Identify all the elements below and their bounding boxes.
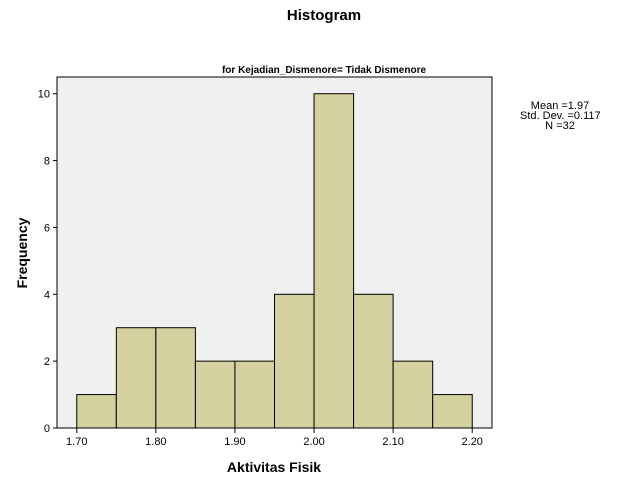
y-tick-label: 4 [44, 289, 50, 301]
histogram-bar-3 [155, 327, 196, 429]
histogram-bar-1 [76, 394, 117, 429]
x-tick-label: 2.00 [303, 436, 324, 448]
x-tick-label: 1.70 [66, 436, 87, 448]
stat-std-dev: Std. Dev. =0.117 [520, 110, 601, 122]
x-tick-label: 2.20 [462, 436, 483, 448]
histogram-bar-5 [234, 360, 275, 429]
y-tick-label: 10 [38, 89, 50, 101]
x-tick-label: 2.10 [382, 436, 403, 448]
x-tick-label: 1.90 [224, 436, 245, 448]
chart-subtitle: for Kejadian_Dismenore= Tidak Dismenore [222, 65, 426, 76]
y-axis: 0 2 4 6 8 10 [38, 77, 58, 435]
y-tick-label: 0 [44, 423, 50, 435]
y-tick-label: 6 [44, 222, 50, 234]
x-axis-label: Aktivitas Fisik [227, 459, 321, 475]
histogram-bar-10 [432, 394, 473, 429]
histogram-bar-6 [274, 293, 315, 429]
bars-layer [76, 93, 473, 429]
histogram-bar-8 [353, 293, 394, 429]
histogram-bar-4 [194, 360, 236, 429]
stat-mean: Mean =1.97 [530, 100, 590, 112]
y-axis-label: Frequency [14, 217, 30, 288]
statistics-box: Mean =1.97 Std. Dev. =0.117 N =32 [520, 100, 601, 132]
x-axis: 1.70 1.80 1.90 2.00 2.10 2.20 [66, 428, 483, 448]
histogram-bar-2 [115, 327, 157, 429]
y-tick-label: 2 [44, 356, 50, 368]
histogram-bar-7 [313, 93, 355, 429]
y-tick-label: 8 [44, 156, 50, 168]
chart-title: Histogram [287, 7, 361, 24]
stat-n: N =32 [545, 120, 575, 132]
histogram-bar-9 [392, 360, 434, 429]
x-tick-label: 1.80 [145, 436, 166, 448]
